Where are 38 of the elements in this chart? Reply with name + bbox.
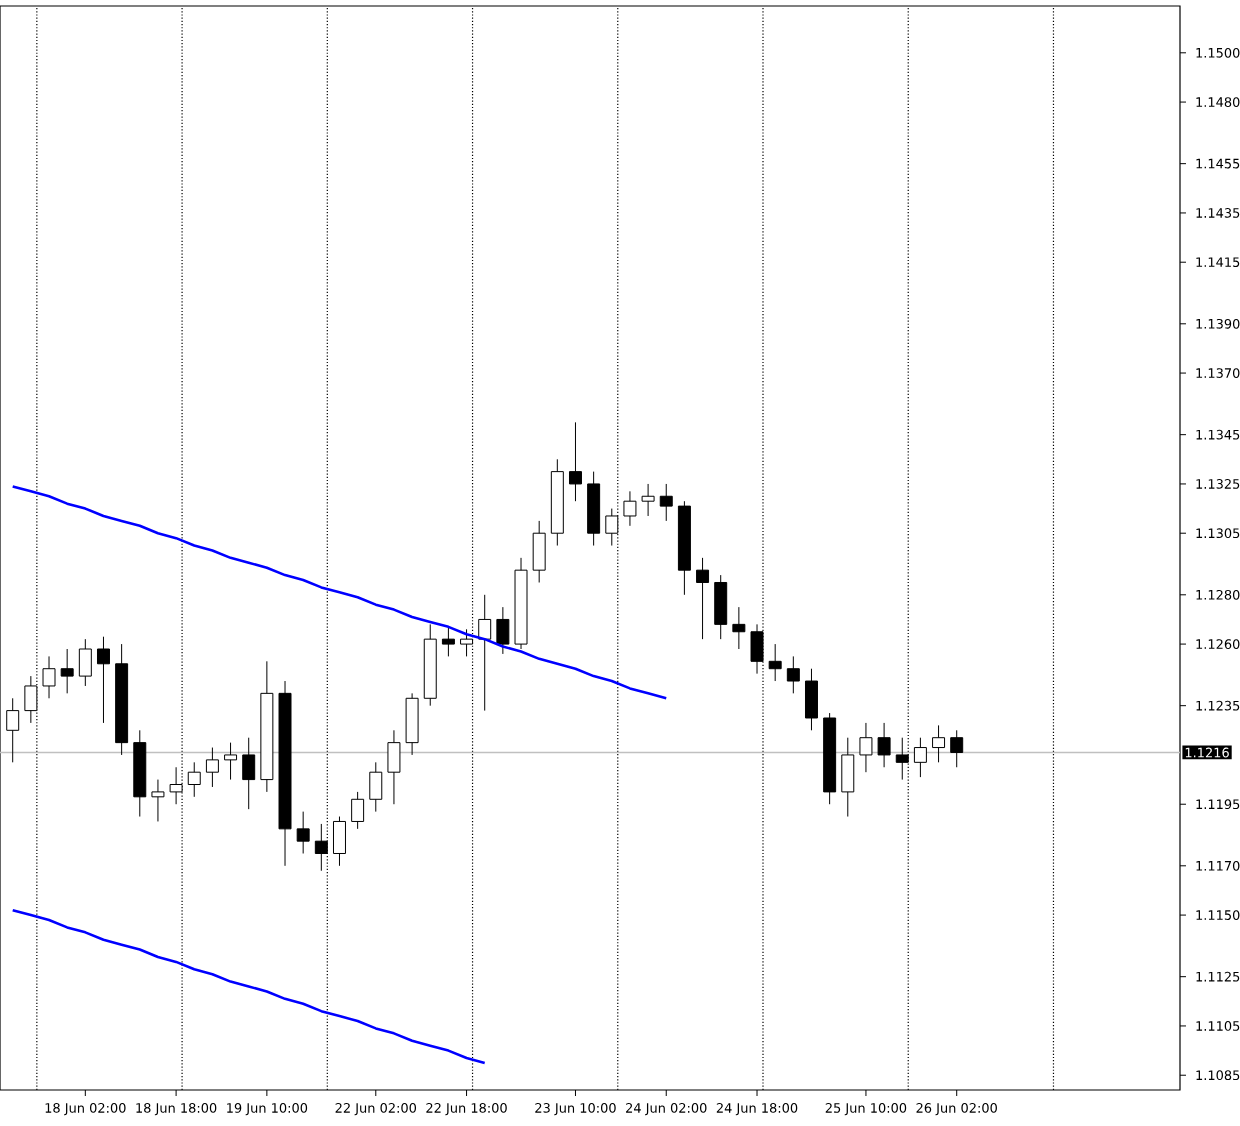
candlestick	[387, 729, 401, 805]
candlestick	[205, 747, 219, 788]
candlestick	[187, 761, 201, 798]
candlestick	[369, 761, 383, 813]
candlestick	[841, 737, 855, 818]
candlestick	[568, 421, 582, 502]
line-series	[11, 908, 487, 1065]
candlestick	[768, 643, 782, 682]
line-series	[11, 485, 668, 700]
candlestick	[696, 557, 710, 640]
candlestick	[913, 737, 927, 778]
candlestick	[441, 626, 455, 657]
candlestick	[659, 483, 673, 522]
candlestick	[804, 668, 818, 731]
candlestick	[932, 724, 946, 763]
candlestick	[242, 737, 256, 810]
candlestick	[151, 779, 165, 822]
candlestick	[42, 655, 56, 699]
candlestick	[224, 742, 238, 781]
candlestick	[786, 655, 800, 694]
candlestick	[859, 722, 873, 773]
candlestick	[96, 636, 110, 724]
candlestick	[877, 722, 891, 768]
candlestick	[623, 490, 637, 527]
candlestick	[78, 638, 92, 687]
candlestick	[60, 648, 74, 694]
candlestick	[332, 816, 346, 867]
candlestick	[714, 574, 728, 640]
candlestick	[405, 692, 419, 756]
candlestick	[296, 811, 310, 854]
candlestick	[950, 729, 964, 768]
candlestick	[478, 594, 492, 712]
candlestick	[532, 520, 546, 583]
candlestick	[6, 697, 20, 763]
candlestick	[732, 606, 746, 650]
candlestick	[641, 483, 655, 517]
candlestick	[496, 606, 510, 655]
candlestick	[351, 791, 365, 830]
